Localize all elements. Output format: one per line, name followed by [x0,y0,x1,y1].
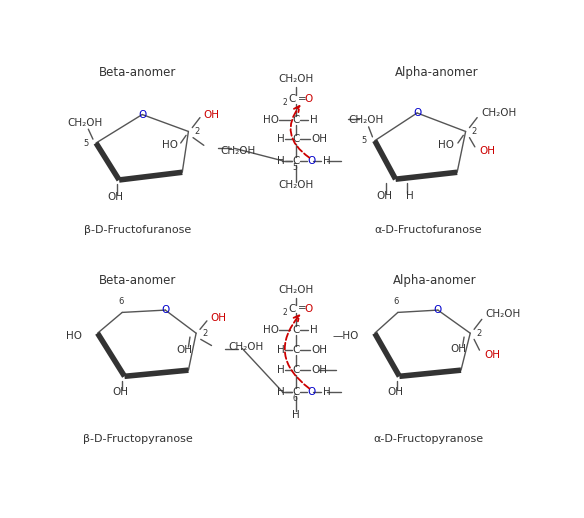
Text: β-D-Fructofuranose: β-D-Fructofuranose [84,225,191,235]
Text: H: H [323,387,331,397]
Text: C: C [288,94,296,104]
Text: CH₂OH: CH₂OH [486,309,521,319]
Text: Beta-anomer: Beta-anomer [99,66,176,79]
Text: OH: OH [451,343,467,354]
Text: C: C [293,115,300,125]
Text: OH: OH [204,109,220,120]
Text: OH: OH [388,387,404,397]
Text: —HO: —HO [333,332,359,341]
Text: O: O [308,387,316,397]
Text: CH₂OH: CH₂OH [481,108,516,118]
Text: O: O [305,94,313,104]
Text: H: H [293,410,300,420]
Text: OH: OH [107,192,123,202]
Text: CH₂OH: CH₂OH [279,74,314,84]
Text: C: C [293,134,300,144]
Text: OH: OH [479,146,495,156]
Text: CH₂OH: CH₂OH [228,342,264,352]
Text: C: C [293,345,300,355]
Text: C: C [288,304,296,313]
Text: H: H [277,156,284,166]
Text: CH₂OH: CH₂OH [279,285,314,295]
Text: H: H [310,325,318,335]
Text: 5: 5 [292,163,297,172]
Text: C: C [293,156,300,166]
Text: H: H [323,156,331,166]
Text: 5: 5 [83,138,88,148]
Text: OH: OH [113,387,128,397]
Text: Alpha-anomer: Alpha-anomer [393,275,477,287]
Text: OH: OH [312,365,328,375]
Text: OH: OH [176,345,193,355]
Text: O: O [138,109,147,120]
Text: 2: 2 [194,127,200,136]
Text: OH: OH [312,345,328,355]
Text: Alpha-anomer: Alpha-anomer [395,66,478,79]
Text: HO: HO [66,332,82,341]
Text: 2: 2 [282,308,287,317]
Text: Beta-anomer: Beta-anomer [99,275,176,287]
Text: 2: 2 [472,127,477,136]
Text: 2: 2 [202,329,207,338]
Text: CH₂OH: CH₂OH [221,146,256,156]
Text: β-D-Fructopyranose: β-D-Fructopyranose [83,435,193,444]
Text: OH: OH [484,350,500,360]
Text: 5: 5 [362,136,367,145]
Text: H: H [310,115,318,125]
Text: O: O [413,108,421,118]
Text: HO: HO [162,140,178,150]
Text: =: = [298,304,307,313]
Text: 2: 2 [477,329,482,338]
Text: 2: 2 [282,98,287,107]
Text: OH: OH [210,313,226,323]
Text: 6: 6 [118,297,123,306]
Text: H: H [405,191,413,201]
Text: H: H [277,134,284,144]
Text: 6: 6 [292,394,297,403]
Text: O: O [305,304,313,313]
Text: CH₂OH: CH₂OH [279,180,314,190]
Text: H: H [277,345,284,355]
Text: CH₂OH: CH₂OH [348,115,383,125]
Text: H: H [277,387,284,397]
Text: O: O [434,305,442,315]
Text: HO: HO [263,325,279,335]
Text: H: H [277,365,284,375]
Text: 6: 6 [394,297,399,306]
Text: C: C [293,387,300,397]
Text: C: C [293,365,300,375]
Text: CH₂OH: CH₂OH [68,118,103,128]
Text: α-D-Fructofuranose: α-D-Fructofuranose [375,225,482,235]
Text: HO: HO [263,115,279,125]
Text: α-D-Fructopyranose: α-D-Fructopyranose [374,435,484,444]
Text: OH: OH [312,134,328,144]
Text: O: O [161,305,169,315]
Text: HO: HO [438,140,454,150]
Text: C: C [293,325,300,335]
Text: =: = [298,94,307,104]
Text: O: O [308,156,316,166]
Text: OH: OH [376,191,392,201]
